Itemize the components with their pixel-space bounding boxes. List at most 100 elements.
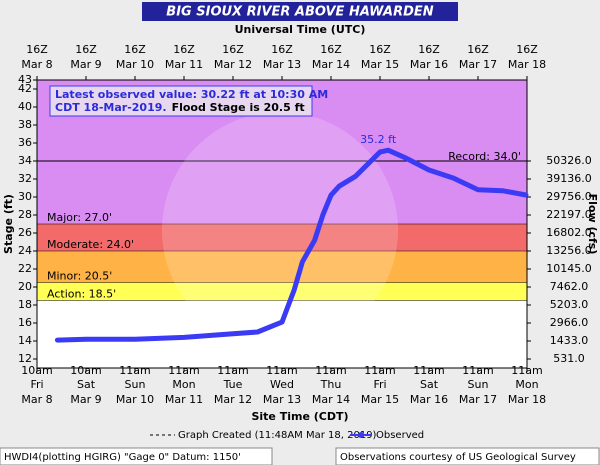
plot-area: Action: 18.5' Minor: 20.5' Moderate: 24.0'… xyxy=(18,43,592,406)
x-date-label: Mar 12 xyxy=(214,393,252,406)
x-date-label: Mar 15 xyxy=(361,393,399,406)
annotation-flood-stage: Flood Stage is 20.5 ft xyxy=(172,101,305,114)
legend-graph-created: Graph Created (11:48AM Mar 18, 2019) xyxy=(178,430,377,441)
y2-tick-label: 2966.0 xyxy=(550,316,589,329)
x-date-label: Mar 11 xyxy=(165,393,203,406)
x-axis-title: Site Time (CDT) xyxy=(251,410,348,423)
y2-tick-label: 22197.0 xyxy=(546,208,592,221)
legend-marker xyxy=(358,432,364,438)
y-tick-label: 14 xyxy=(18,334,32,347)
y-tick-label: 32 xyxy=(18,172,32,185)
y-tick-label: 24 xyxy=(18,244,32,257)
flood-label: Minor: 20.5' xyxy=(47,270,112,283)
utc-label: 16Z xyxy=(516,43,538,56)
y-tick-label: 16 xyxy=(18,316,32,329)
x-date-label: Mar 8 xyxy=(21,393,52,406)
x-time-label: 11am xyxy=(462,364,493,377)
annotation-date: CDT 18-Mar-2019. xyxy=(55,101,167,114)
x-date-label: Mar 9 xyxy=(70,393,101,406)
x-day-label: Sat xyxy=(77,378,96,391)
y2-tick-label: 10145.0 xyxy=(546,262,592,275)
x-time-label: 11am xyxy=(119,364,150,377)
y-axis-title: Stage (ft) xyxy=(2,194,15,254)
x-day-label: Sun xyxy=(125,378,146,391)
utc-date-label: Mar 9 xyxy=(70,58,101,71)
record-label: Record: 34.0' xyxy=(448,150,521,163)
observed-line xyxy=(54,147,529,343)
x-time-label: 11am xyxy=(168,364,199,377)
x-day-label: Tue xyxy=(223,378,243,391)
y2-axis-title: Flow (cfs) xyxy=(586,194,599,255)
utc-label: 16Z xyxy=(222,43,244,56)
x-day-label: Mon xyxy=(515,378,538,391)
y-tick-label: 43 xyxy=(18,73,32,86)
y-tick-label: 36 xyxy=(18,136,32,149)
flood-label: Moderate: 24.0' xyxy=(47,238,134,251)
x-date-label: Mar 13 xyxy=(263,393,301,406)
x-day-label: Sun xyxy=(468,378,489,391)
x-time-label: 11am xyxy=(315,364,346,377)
y2-tick-label: 531.0 xyxy=(553,352,585,365)
x-time-label: 11am xyxy=(413,364,444,377)
chart-title: BIG SIOUX RIVER ABOVE HAWARDEN xyxy=(166,5,433,20)
y2-tick-label: 29756.0 xyxy=(546,190,592,203)
utc-date-label: Mar 16 xyxy=(410,58,448,71)
top-axis-title: Universal Time (UTC) xyxy=(235,23,366,36)
y-tick-label: 42 xyxy=(18,82,32,95)
flood-label: Action: 18.5' xyxy=(47,288,116,301)
y-tick-label: 18 xyxy=(18,298,32,311)
y-tick-label: 34 xyxy=(18,154,32,167)
y-tick-label: 40 xyxy=(18,100,32,113)
utc-label: 16Z xyxy=(26,43,48,56)
y2-tick-label: 13256.0 xyxy=(546,244,592,257)
x-day-label: Fri xyxy=(30,378,43,391)
utc-date-label: Mar 18 xyxy=(508,58,546,71)
flood-band xyxy=(37,282,527,301)
utc-date-label: Mar 8 xyxy=(21,58,52,71)
flood-band xyxy=(37,224,527,251)
x-day-label: Mon xyxy=(172,378,195,391)
x-time-label: 11am xyxy=(217,364,248,377)
y-tick-label: 38 xyxy=(18,118,32,131)
footer-left: HWDI4(plotting HGIRG) "Gage 0" Datum: 11… xyxy=(4,452,241,463)
x-day-label: Wed xyxy=(270,378,294,391)
y2-tick-label: 1433.0 xyxy=(550,334,589,347)
utc-label: 16Z xyxy=(173,43,195,56)
y2-tick-label: 50326.0 xyxy=(546,154,592,167)
y2-tick-label: 5203.0 xyxy=(550,298,589,311)
y-tick-label: 30 xyxy=(18,190,32,203)
x-date-label: Mar 10 xyxy=(116,393,154,406)
utc-date-label: Mar 13 xyxy=(263,58,301,71)
x-time-label: 10am xyxy=(70,364,101,377)
y2-tick-label: 16802.0 xyxy=(546,226,592,239)
y-tick-label: 22 xyxy=(18,262,32,275)
annotation-line2: CDT 18-Mar-2019. Flood Stage is 20.5 ft xyxy=(55,101,305,114)
utc-label: 16Z xyxy=(418,43,440,56)
y-tick-label: 20 xyxy=(18,280,32,293)
y-tick-label: 28 xyxy=(18,208,32,221)
x-day-label: Thu xyxy=(320,378,342,391)
peak-label: 35.2 ft xyxy=(360,133,397,146)
utc-label: 16Z xyxy=(467,43,489,56)
annotation-box xyxy=(49,85,313,117)
utc-date-label: Mar 11 xyxy=(165,58,203,71)
footer-right: Observations courtesy of US Geological S… xyxy=(340,452,576,463)
x-time-label: 10am xyxy=(21,364,52,377)
y2-tick-label: 7462.0 xyxy=(550,280,589,293)
watermark xyxy=(162,112,398,348)
utc-date-label: Mar 10 xyxy=(116,58,154,71)
title-banner xyxy=(142,2,458,21)
utc-label: 16Z xyxy=(124,43,146,56)
utc-date-label: Mar 15 xyxy=(361,58,399,71)
utc-label: 16Z xyxy=(369,43,391,56)
utc-label: 16Z xyxy=(75,43,97,56)
x-time-label: 11am xyxy=(266,364,297,377)
y2-tick-label: 39136.0 xyxy=(546,172,592,185)
x-date-label: Mar 17 xyxy=(459,393,497,406)
x-time-label: 11am xyxy=(511,364,542,377)
x-day-label: Sat xyxy=(420,378,439,391)
y-tick-label: 26 xyxy=(18,226,32,239)
utc-label: 16Z xyxy=(271,43,293,56)
utc-date-label: Mar 12 xyxy=(214,58,252,71)
